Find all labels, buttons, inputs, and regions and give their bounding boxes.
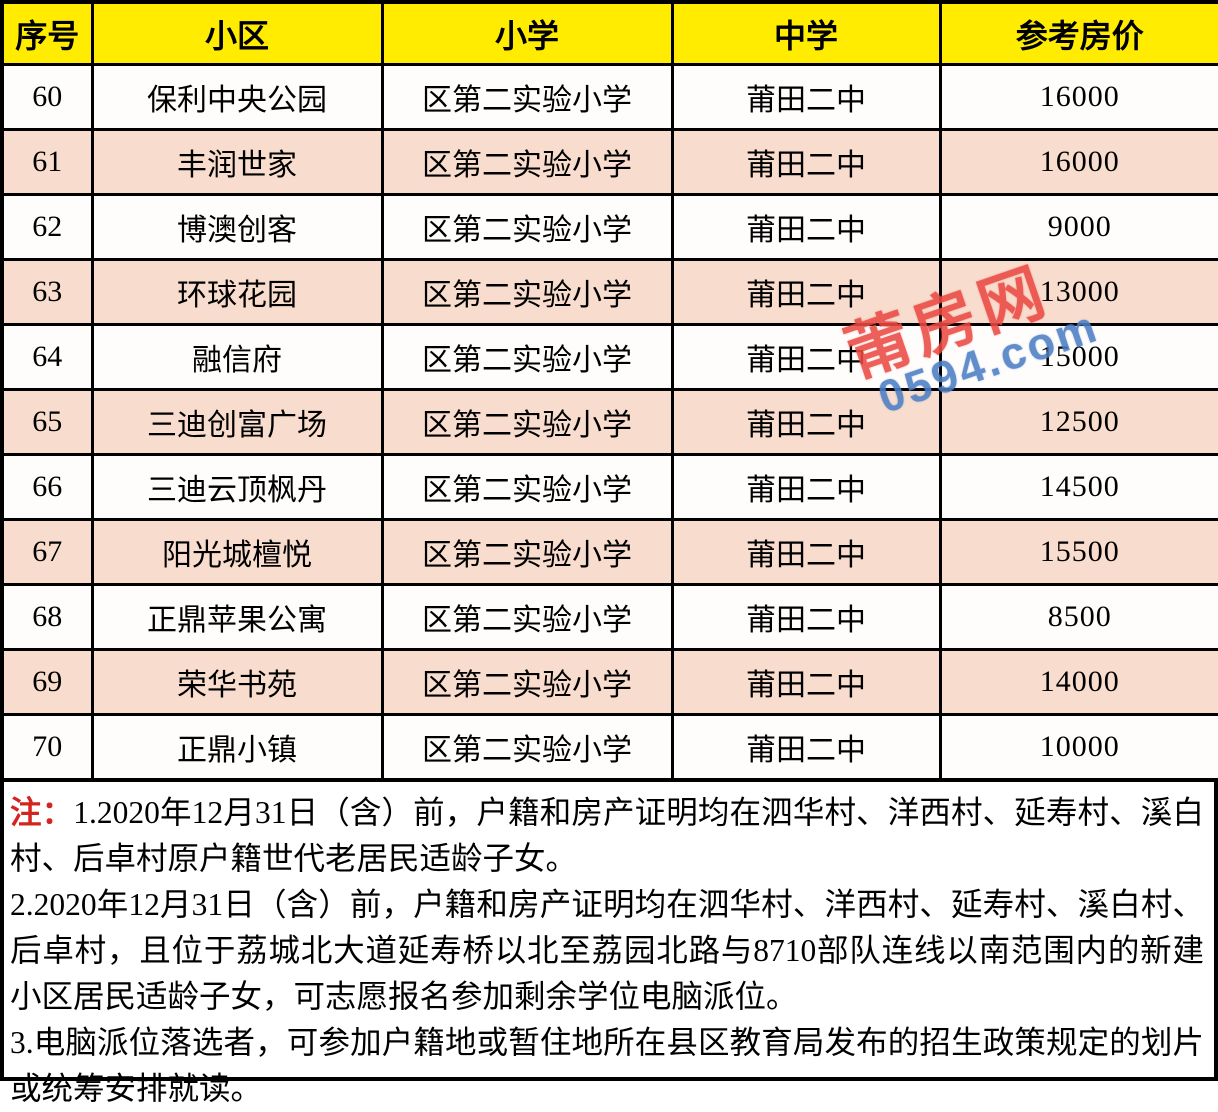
cell-index: 68 — [0, 583, 94, 651]
cell-index: 67 — [0, 518, 94, 586]
cell-middle-school: 莆田二中 — [670, 193, 942, 261]
cell-primary-school: 区第二实验小学 — [380, 583, 674, 651]
cell-primary-school: 区第二实验小学 — [380, 128, 674, 196]
column-header-middle-school: 中学 — [670, 0, 942, 66]
cell-community: 保利中央公园 — [90, 63, 384, 131]
cell-price: 16000 — [938, 63, 1218, 131]
cell-index: 66 — [0, 453, 94, 521]
cell-primary-school: 区第二实验小学 — [380, 258, 674, 326]
table-row: 66 三迪云顶枫丹 区第二实验小学 莆田二中 14500 — [0, 453, 1218, 521]
cell-primary-school: 区第二实验小学 — [380, 648, 674, 716]
cell-primary-school: 区第二实验小学 — [380, 388, 674, 456]
cell-primary-school: 区第二实验小学 — [380, 193, 674, 261]
table-row: 64 融信府 区第二实验小学 莆田二中 15000 — [0, 323, 1218, 391]
cell-price: 12500 — [938, 388, 1218, 456]
cell-community: 正鼎苹果公寓 — [90, 583, 384, 651]
cell-price: 15000 — [938, 323, 1218, 391]
cell-price: 14500 — [938, 453, 1218, 521]
cell-community: 正鼎小镇 — [90, 713, 384, 782]
header-row: 序号 小区 小学 中学 参考房价 — [0, 0, 1218, 66]
notes-section: 注：1.2020年12月31日（含）前，户籍和房产证明均在泗华村、洋西村、延寿村… — [0, 782, 1218, 1106]
cell-price: 8500 — [938, 583, 1218, 651]
cell-index: 65 — [0, 388, 94, 456]
cell-middle-school: 莆田二中 — [670, 258, 942, 326]
table-row: 61 丰润世家 区第二实验小学 莆田二中 16000 — [0, 128, 1218, 196]
cell-primary-school: 区第二实验小学 — [380, 713, 674, 782]
table-row: 65 三迪创富广场 区第二实验小学 莆田二中 12500 — [0, 388, 1218, 456]
cell-middle-school: 莆田二中 — [670, 63, 942, 131]
cell-middle-school: 莆田二中 — [670, 583, 942, 651]
cell-community: 三迪云顶枫丹 — [90, 453, 384, 521]
cell-index: 61 — [0, 128, 94, 196]
note-text-3: 3.电脑派位落选者，可参加户籍地或暂住地所在县区教育局发布的招生政策规定的划片或… — [10, 1025, 1204, 1106]
cell-middle-school: 莆田二中 — [670, 388, 942, 456]
cell-community: 丰润世家 — [90, 128, 384, 196]
column-header-index: 序号 — [0, 0, 94, 66]
cell-index: 70 — [0, 713, 94, 782]
cell-index: 64 — [0, 323, 94, 391]
cell-primary-school: 区第二实验小学 — [380, 518, 674, 586]
cell-price: 14000 — [938, 648, 1218, 716]
cell-index: 60 — [0, 63, 94, 131]
note-label: 注： — [10, 795, 74, 830]
cell-middle-school: 莆田二中 — [670, 713, 942, 782]
note-text-2: 2.2020年12月31日（含）前，户籍和房产证明均在泗华村、洋西村、延寿村、溪… — [10, 887, 1204, 1014]
cell-middle-school: 莆田二中 — [670, 518, 942, 586]
cell-middle-school: 莆田二中 — [670, 128, 942, 196]
cell-primary-school: 区第二实验小学 — [380, 323, 674, 391]
school-price-table: 序号 小区 小学 中学 参考房价 60 保利中央公园 区第二实验小学 莆田二中 1600… — [0, 0, 1218, 782]
table-row: 60 保利中央公园 区第二实验小学 莆田二中 16000 — [0, 63, 1218, 131]
table-row: 70 正鼎小镇 区第二实验小学 莆田二中 10000 — [0, 713, 1218, 782]
table-row: 63 环球花园 区第二实验小学 莆田二中 13000 — [0, 258, 1218, 326]
column-header-primary-school: 小学 — [380, 0, 674, 66]
cell-community: 阳光城檀悦 — [90, 518, 384, 586]
column-header-community: 小区 — [90, 0, 384, 66]
cell-community: 博澳创客 — [90, 193, 384, 261]
cell-primary-school: 区第二实验小学 — [380, 453, 674, 521]
cell-index: 63 — [0, 258, 94, 326]
table-row: 69 荣华书苑 区第二实验小学 莆田二中 14000 — [0, 648, 1218, 716]
cell-middle-school: 莆田二中 — [670, 648, 942, 716]
table-row: 68 正鼎苹果公寓 区第二实验小学 莆田二中 8500 — [0, 583, 1218, 651]
table-row: 67 阳光城檀悦 区第二实验小学 莆田二中 15500 — [0, 518, 1218, 586]
cell-price: 9000 — [938, 193, 1218, 261]
column-header-price: 参考房价 — [938, 0, 1218, 66]
cell-community: 荣华书苑 — [90, 648, 384, 716]
cell-community: 环球花园 — [90, 258, 384, 326]
cell-index: 69 — [0, 648, 94, 716]
note-text-1: 1.2020年12月31日（含）前，户籍和房产证明均在泗华村、洋西村、延寿村、溪… — [10, 795, 1204, 876]
note-line: 注：1.2020年12月31日（含）前，户籍和房产证明均在泗华村、洋西村、延寿村… — [10, 790, 1204, 882]
cell-community: 融信府 — [90, 323, 384, 391]
cell-middle-school: 莆田二中 — [670, 323, 942, 391]
cell-middle-school: 莆田二中 — [670, 453, 942, 521]
table-row: 62 博澳创客 区第二实验小学 莆田二中 9000 — [0, 193, 1218, 261]
cell-index: 62 — [0, 193, 94, 261]
cell-primary-school: 区第二实验小学 — [380, 63, 674, 131]
cell-price: 15500 — [938, 518, 1218, 586]
cell-price: 13000 — [938, 258, 1218, 326]
cell-community: 三迪创富广场 — [90, 388, 384, 456]
cell-price: 16000 — [938, 128, 1218, 196]
cell-price: 10000 — [938, 713, 1218, 782]
